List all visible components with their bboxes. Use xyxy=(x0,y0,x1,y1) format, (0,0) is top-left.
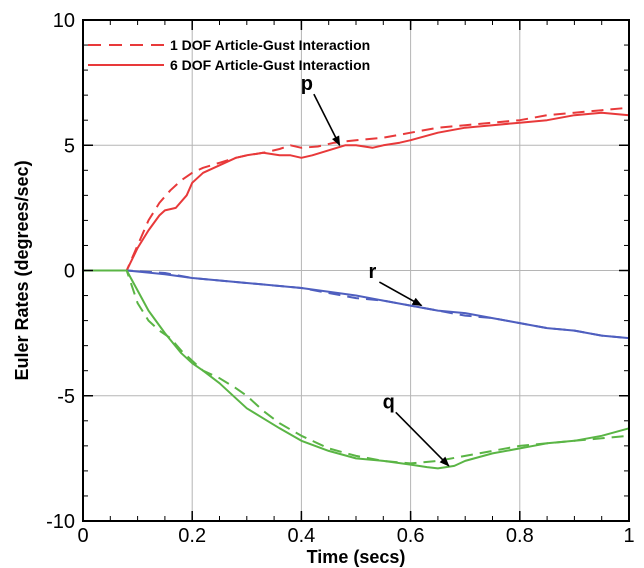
series-line-r-6dof xyxy=(83,269,630,340)
y-tick-label: 10 xyxy=(53,10,75,32)
y-tick-label: 0 xyxy=(64,261,75,283)
annotation-arrow-p xyxy=(313,93,341,147)
series-line-p-1dof xyxy=(83,106,630,272)
series-line-p-6dof xyxy=(83,111,630,272)
annotations: p r q xyxy=(301,73,450,467)
x-tick-label: 1 xyxy=(623,525,634,547)
x-tick-label: 0.2 xyxy=(178,525,206,547)
tick-labels: 0 0.2 0.4 0.6 0.8 1 -10 -5 0 5 10 xyxy=(46,10,634,547)
y-tick-label: -10 xyxy=(46,511,75,533)
legend-label-6dof: 6 DOF Article-Gust Interaction xyxy=(170,57,370,73)
annotation-arrow-r xyxy=(378,281,423,307)
annotation-r-label: r xyxy=(368,261,376,283)
ticks xyxy=(82,19,630,522)
series-group xyxy=(83,106,630,470)
annotation-arrow-q xyxy=(395,411,450,467)
x-tick-label: 0.6 xyxy=(397,525,425,547)
series-line-q-1dof xyxy=(83,269,630,465)
y-tick-label: 5 xyxy=(64,135,75,157)
series-line-q-6dof xyxy=(83,269,630,470)
annotation-q-label: q xyxy=(383,391,395,413)
legend-label-1dof: 1 DOF Article-Gust Interaction xyxy=(170,37,370,53)
x-axis-title: Time (secs) xyxy=(307,547,406,567)
x-tick-label: 0.4 xyxy=(287,525,315,547)
annotation-p-label: p xyxy=(301,73,313,95)
y-axis-title: Euler Rates (degrees/sec) xyxy=(12,160,32,380)
x-tick-label: 0.8 xyxy=(506,525,534,547)
x-tick-label: 0 xyxy=(77,525,88,547)
legend: 1 DOF Article-Gust Interaction 6 DOF Art… xyxy=(88,37,370,73)
y-tick-label: -5 xyxy=(57,386,75,408)
